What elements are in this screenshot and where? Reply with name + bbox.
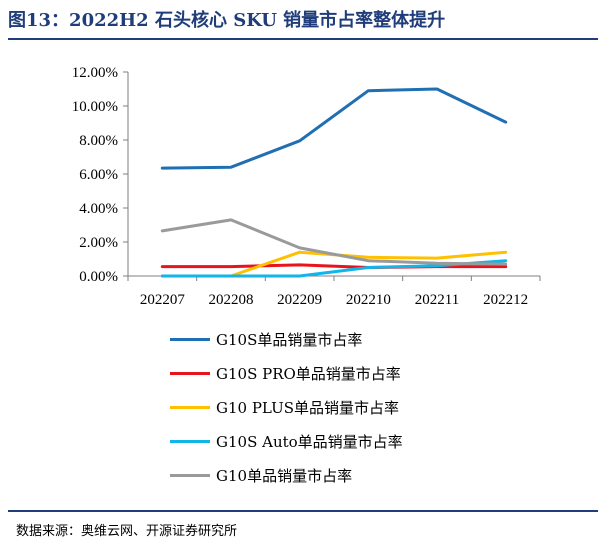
x-tick-label: 202211 (415, 292, 459, 308)
legend-item: G10 PLUS单品销量市占率 (170, 390, 403, 424)
y-tick-label: 8.00% (79, 133, 118, 149)
y-tick-label: 4.00% (79, 201, 118, 217)
legend-swatch (170, 405, 210, 409)
legend-item: G10单品销量市占率 (170, 458, 403, 492)
y-tick-label: 0.00% (79, 269, 118, 285)
legend-swatch (170, 371, 210, 375)
x-tick-label: 202212 (483, 292, 528, 308)
chart-axes (123, 71, 541, 281)
legend-item: G10S单品销量市占率 (170, 322, 403, 356)
chart-ticks: 0.00% 2.00% 4.00% 6.00% 8.00% 10.00% 12.00% 202… (72, 65, 528, 308)
source-note: 数据来源：奥维云网、开源证券研究所 (16, 524, 238, 539)
title-divider (8, 38, 598, 40)
x-tick-label: 202208 (209, 292, 254, 308)
legend-item: G10S Auto单品销量市占率 (170, 424, 403, 458)
legend-label: G10S Auto单品销量市占率 (216, 432, 403, 451)
legend-swatch (170, 473, 210, 477)
legend-label: G10S单品销量市占率 (216, 330, 363, 349)
chart-series (160, 87, 508, 278)
series-line (160, 218, 508, 266)
y-tick-label: 2.00% (79, 235, 118, 251)
legend-item: G10S PRO单品销量市占率 (170, 356, 403, 390)
legend-label: G10 PLUS单品销量市占率 (216, 398, 399, 417)
legend-swatch (170, 439, 210, 443)
legend-swatch (170, 337, 210, 341)
series-line (160, 87, 508, 170)
series-line (160, 259, 508, 278)
legend-label: G10单品销量市占率 (216, 466, 353, 485)
y-tick-label: 6.00% (79, 167, 118, 183)
chart-legend: G10S单品销量市占率 G10S PRO单品销量市占率 G10 PLUS单品销量… (170, 322, 403, 492)
x-tick-label: 202207 (140, 292, 186, 308)
x-tick-label: 202210 (346, 292, 391, 308)
y-tick-label: 10.00% (72, 99, 118, 115)
series-line (160, 263, 508, 269)
x-tick-label: 202209 (277, 292, 322, 308)
figure-title: 图13：2022H2 石头核心 SKU 销量市占率整体提升 (8, 10, 446, 31)
legend-label: G10S PRO单品销量市占率 (216, 364, 401, 383)
source-divider (8, 510, 598, 512)
y-tick-label: 12.00% (72, 65, 118, 81)
